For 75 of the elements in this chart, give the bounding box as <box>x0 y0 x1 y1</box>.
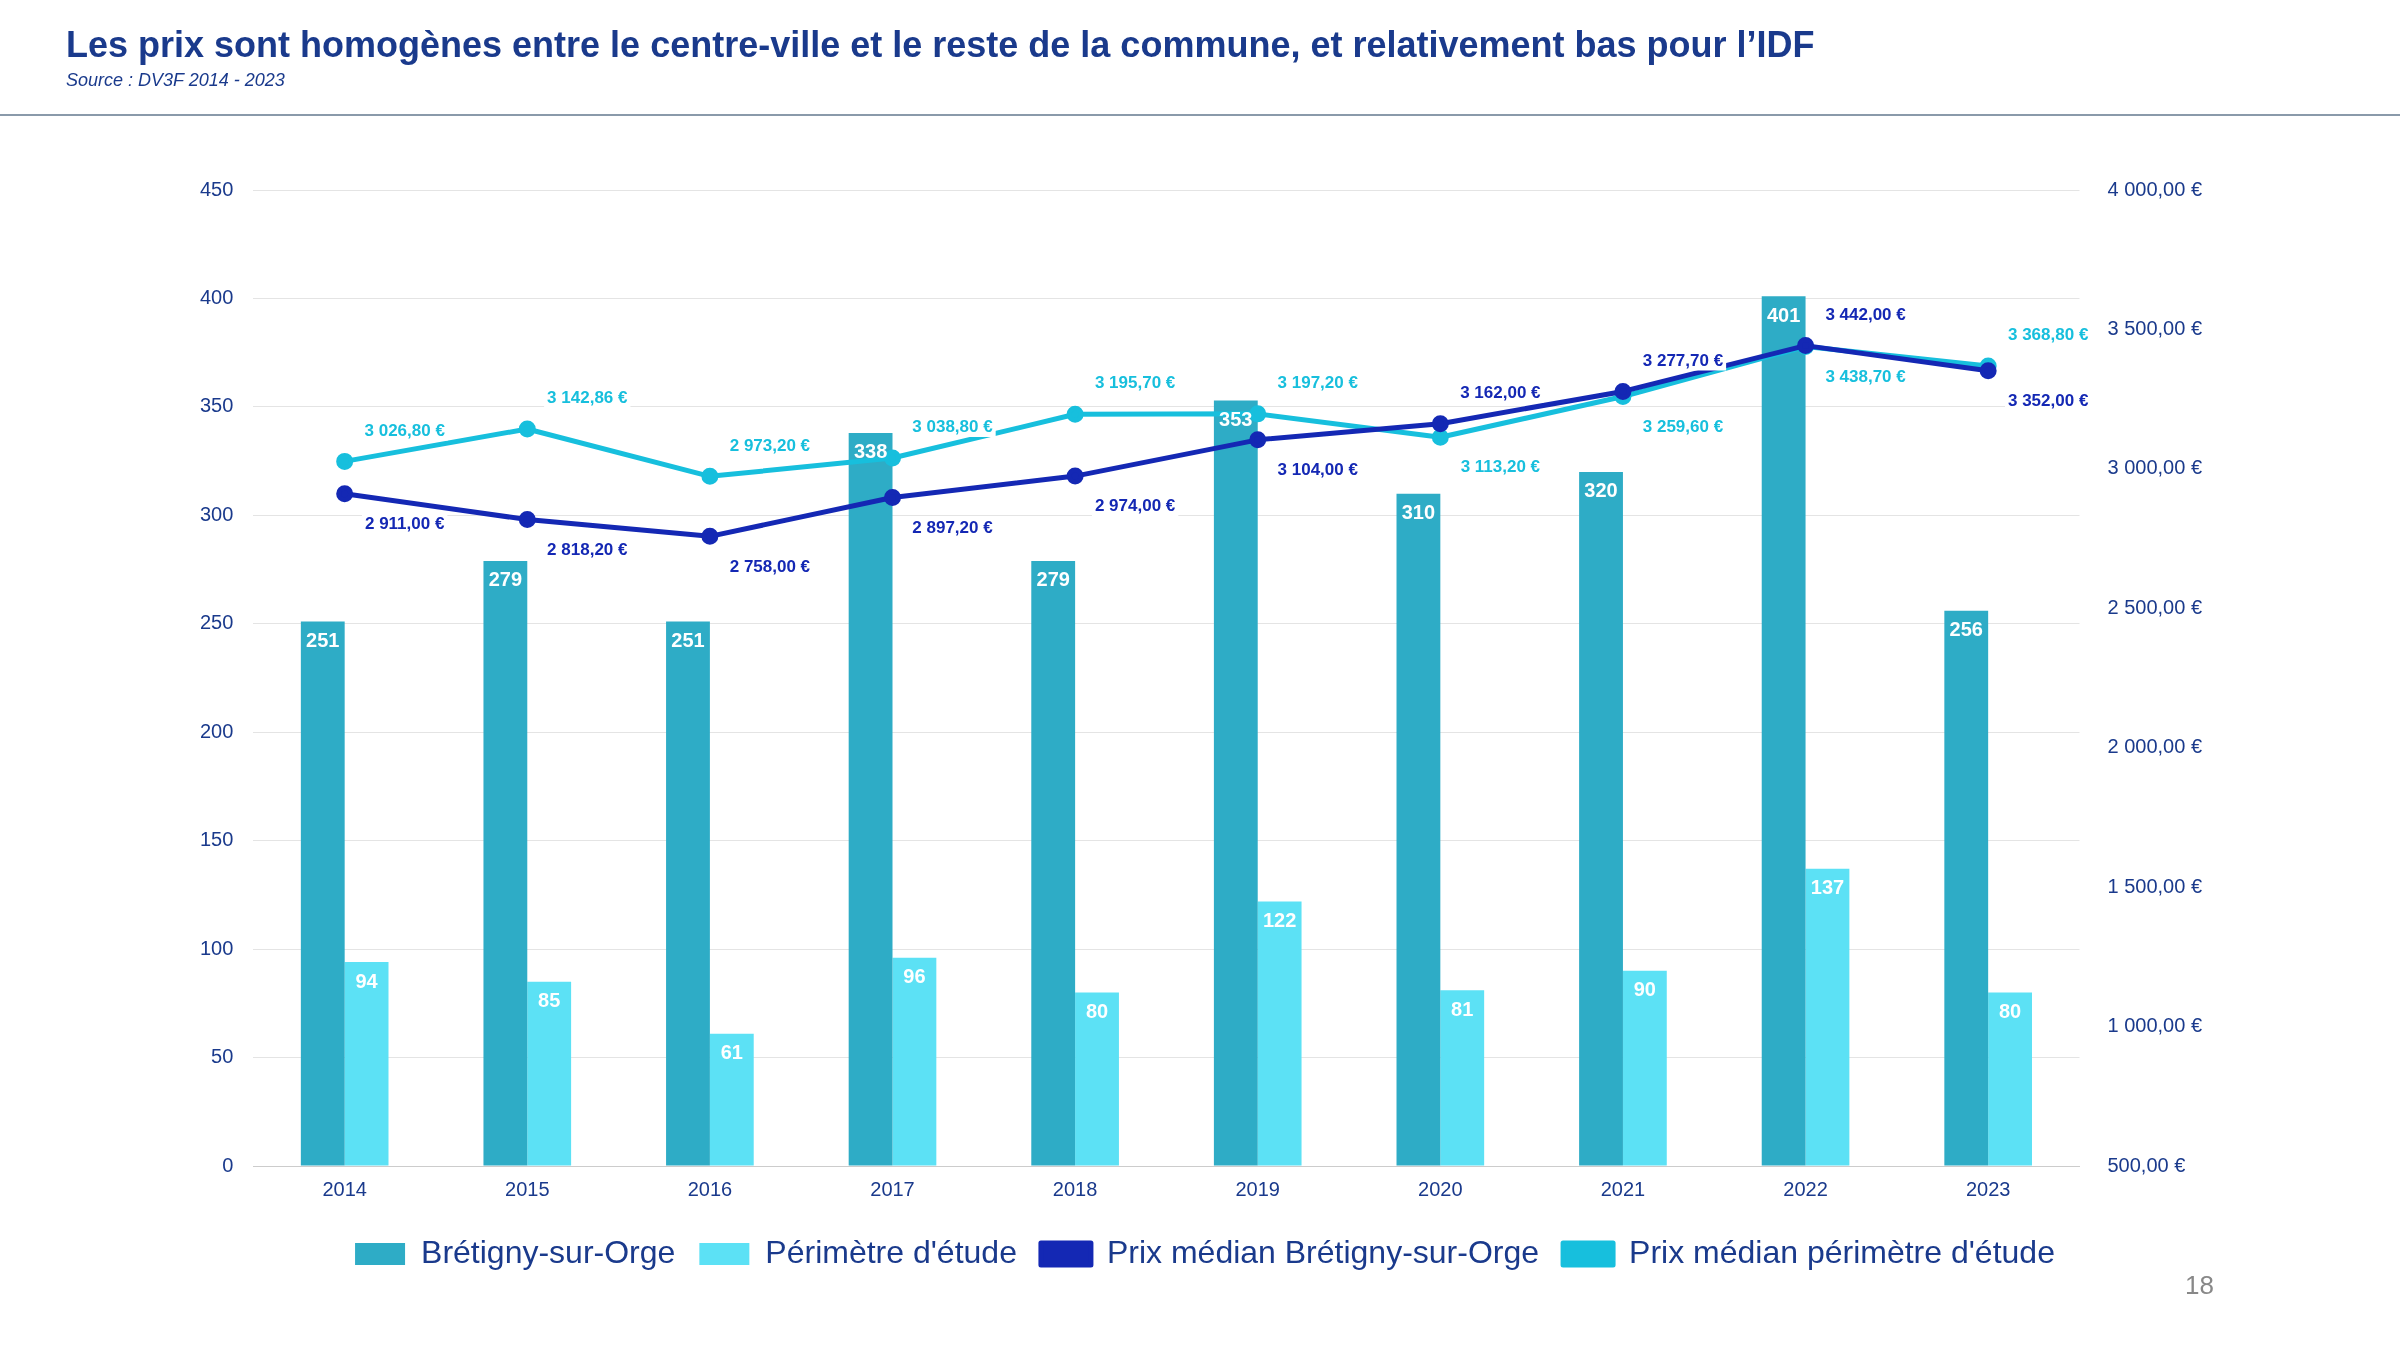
y2-tick-label: 3 000,00 € <box>2107 456 2202 479</box>
y-tick-label: 250 <box>199 611 234 634</box>
data-label: 3 195,70 € <box>1094 373 1176 393</box>
data-label: 401 <box>1766 303 1801 326</box>
data-label: 96 <box>903 965 926 988</box>
data-label: 2 897,20 € <box>912 517 994 537</box>
data-label: 3 026,80 € <box>364 420 446 440</box>
data-label: 3 352,00 € <box>2007 390 2089 410</box>
y2-tick-label: 2 500,00 € <box>2107 595 2202 618</box>
y-tick-label: 450 <box>199 177 234 200</box>
data-label: 85 <box>538 989 561 1012</box>
x-tick-label: 2016 <box>687 1177 733 1200</box>
y2-tick-label: 4 000,00 € <box>2107 177 2202 200</box>
data-label: 2 911,00 € <box>364 513 445 533</box>
data-label: 3 368,80 € <box>2007 325 2089 345</box>
y-tick-label: 100 <box>199 936 234 959</box>
legend-label: Périmètre d'étude <box>765 1233 1017 1270</box>
data-label: 338 <box>853 440 888 463</box>
y-tick-label: 0 <box>222 1153 234 1176</box>
data-label: 279 <box>488 568 523 591</box>
x-tick-label: 2015 <box>505 1177 550 1200</box>
y2-tick-label: 3 500,00 € <box>2107 316 2202 339</box>
data-label: 2 818,20 € <box>547 539 628 559</box>
data-label: 279 <box>1036 568 1070 591</box>
data-label: 251 <box>306 629 340 652</box>
y2-tick-label: 1 500,00 € <box>2107 874 2202 897</box>
data-label: 3 277,70 € <box>1642 350 1724 370</box>
chart-subtitle: Source : DV3F 2014 - 2023 <box>66 70 285 91</box>
data-label: 80 <box>1998 1000 2022 1022</box>
data-label: 90 <box>1633 978 1656 1001</box>
chart-title: Les prix sont homogènes entre le centre-ville et le reste de la commune, et relativement bas pour l’IDF <box>66 24 1815 66</box>
y-tick-label: 300 <box>199 502 234 525</box>
data-label: 2 974,00 € <box>1094 496 1176 516</box>
data-label: 61 <box>720 1041 743 1064</box>
data-label: 80 <box>1085 1000 1109 1022</box>
data-label: 3 438,70 € <box>1825 366 1907 386</box>
data-label: 3 142,86 € <box>547 388 628 408</box>
x-tick-label: 2019 <box>1235 1177 1280 1200</box>
x-tick-label: 2023 <box>1965 1177 2011 1200</box>
legend-label: Prix médian périmètre d'étude <box>1629 1233 2055 1270</box>
x-tick-label: 2020 <box>1418 1177 1463 1200</box>
data-label: 256 <box>1949 618 1983 641</box>
data-label: 320 <box>1584 479 1618 502</box>
y-tick-label: 200 <box>199 719 234 742</box>
data-label: 3 038,80 € <box>912 417 994 437</box>
data-label: 3 259,60 € <box>1642 416 1724 436</box>
y-tick-label: 350 <box>199 394 234 417</box>
y2-tick-label: 2 000,00 € <box>2107 735 2202 758</box>
data-label: 3 113,20 € <box>1460 457 1541 477</box>
x-tick-label: 2018 <box>1052 1177 1098 1200</box>
legend-label: Brétigny-sur-Orge <box>421 1233 676 1270</box>
x-tick-label: 2017 <box>870 1177 915 1200</box>
data-label: 251 <box>671 629 705 652</box>
data-label: 2 758,00 € <box>729 556 811 576</box>
data-label: 122 <box>1262 908 1297 931</box>
data-label: 3 104,00 € <box>1277 460 1359 480</box>
data-label: 81 <box>1451 997 1474 1020</box>
data-label: 3 162,00 € <box>1460 382 1542 402</box>
data-label: 353 <box>1219 407 1253 430</box>
y2-tick-label: 1 000,00 € <box>2107 1014 2202 1037</box>
text: 18 <box>2185 1270 2214 1301</box>
x-tick-label: 2021 <box>1600 1177 1646 1200</box>
y2-tick-label: 500,00 € <box>2107 1153 2186 1176</box>
y-tick-label: 150 <box>199 828 234 851</box>
y-tick-label: 50 <box>211 1045 234 1068</box>
data-label: 2 973,20 € <box>729 435 811 455</box>
data-label: 310 <box>1401 501 1436 524</box>
legend-label: Prix médian Brétigny-sur-Orge <box>1106 1233 1540 1270</box>
data-label: 3 442,00 € <box>1825 304 1907 324</box>
data-label: 137 <box>1810 876 1845 899</box>
y-tick-label: 400 <box>199 285 234 308</box>
x-tick-label: 2014 <box>322 1177 367 1200</box>
data-label: 3 197,20 € <box>1277 373 1359 393</box>
x-tick-label: 2022 <box>1783 1177 1828 1200</box>
data-label: 94 <box>355 969 379 992</box>
